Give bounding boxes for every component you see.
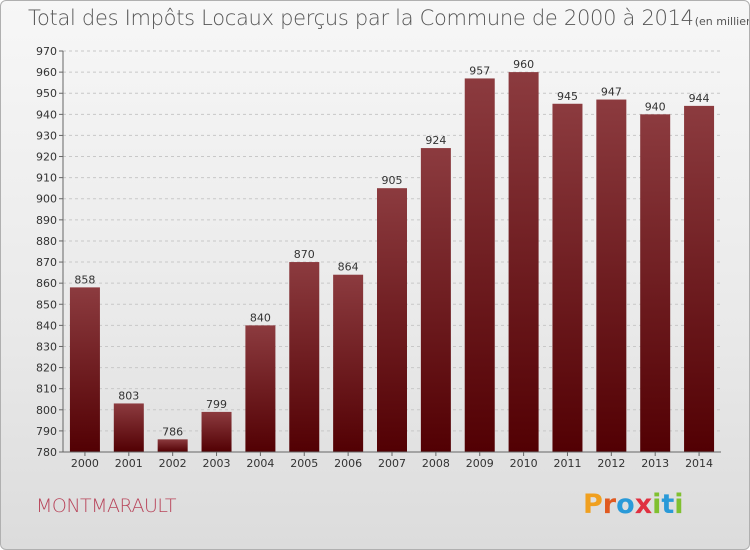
y-tick-label: 950 (36, 87, 57, 100)
y-tick-label: 790 (36, 425, 57, 438)
x-tick-label: 2009 (466, 457, 494, 470)
chart-title-text: Total des Impôts Locaux perçus par la Co… (28, 6, 694, 30)
logo-letter: i (652, 489, 662, 520)
x-tick-label: 2008 (422, 457, 450, 470)
y-tick-label: 850 (36, 298, 57, 311)
y-tick-label: 960 (36, 66, 57, 79)
bar (508, 72, 539, 453)
data-label: 957 (469, 64, 490, 77)
bar (157, 439, 188, 452)
bar (464, 78, 495, 453)
bars (69, 72, 715, 453)
y-tick-label: 970 (36, 45, 57, 58)
data-label: 945 (557, 90, 578, 103)
x-tick-label: 2014 (685, 457, 713, 470)
x-tick-label: 2000 (71, 457, 99, 470)
data-label: 960 (513, 58, 534, 71)
bar (333, 274, 364, 452)
data-label: 786 (162, 425, 183, 438)
y-tick-label: 810 (36, 383, 57, 396)
y-tick-label: 800 (36, 404, 57, 417)
bar (640, 114, 671, 452)
data-label: 803 (118, 389, 139, 402)
x-tick-label: 2011 (553, 457, 581, 470)
data-label: 864 (338, 261, 359, 274)
data-label: 924 (425, 134, 446, 147)
x-tick-label: 2001 (115, 457, 143, 470)
data-label: 940 (645, 100, 666, 113)
bar (245, 325, 276, 452)
y-tick-label: 860 (36, 277, 57, 290)
x-tick-label: 2005 (290, 457, 318, 470)
logo-letter: r (602, 489, 617, 520)
y-tick-label: 910 (36, 172, 57, 185)
bar (69, 287, 100, 452)
chart-title: Total des Impôts Locaux perçus par la Co… (28, 6, 749, 30)
data-labels: 858 803 786 799 840 870 864 905 924 957 960 945 947 9… (74, 58, 709, 438)
data-label: 947 (601, 86, 622, 99)
y-tick-label: 830 (36, 340, 57, 353)
bar (289, 262, 320, 452)
data-label: 858 (74, 273, 95, 286)
bar (201, 411, 232, 452)
y-tick-label: 930 (36, 129, 57, 142)
x-tick-label: 2006 (334, 457, 362, 470)
y-tick-label: 920 (36, 151, 57, 164)
bar (377, 188, 407, 452)
x-tick-label: 2002 (159, 457, 187, 470)
data-label: 840 (250, 311, 271, 324)
y-tick-label: 940 (36, 108, 57, 121)
logo-letter: o (616, 489, 635, 520)
y-tick-label: 840 (36, 319, 57, 332)
data-label: 870 (294, 248, 315, 261)
y-tick-label: 890 (36, 214, 57, 227)
y-tick-label: 820 (36, 362, 57, 375)
y-tick-label: 870 (36, 256, 57, 269)
logo-letter: x (634, 489, 653, 520)
commune-name: MONTMARAULT (36, 495, 176, 517)
y-tick-label: 880 (36, 235, 57, 248)
x-tick-label: 2010 (510, 457, 538, 470)
data-label: 905 (382, 174, 403, 187)
x-tick-label: 2013 (641, 457, 669, 470)
x-tick-label: 2012 (597, 457, 625, 470)
bar (596, 99, 627, 452)
proxiti-logo: Proxiti (583, 489, 684, 520)
bar (420, 148, 451, 452)
logo-letter: i (674, 489, 684, 520)
axes: 780 790 800 810 820 830 840 850 860 870 880 890 900 9… (36, 45, 721, 470)
x-tick-label: 2004 (246, 457, 274, 470)
x-tick-label: 2007 (378, 457, 406, 470)
chart-unit-note: (en milliers d'€) (694, 15, 749, 28)
logo-letter: P (583, 489, 603, 520)
data-label: 944 (689, 92, 710, 105)
y-tick-label: 780 (36, 446, 57, 459)
bar (552, 103, 583, 453)
bar (684, 105, 715, 452)
bar (113, 403, 144, 452)
y-tick-label: 900 (36, 193, 57, 206)
logo-letter: t (661, 489, 675, 520)
x-tick-label: 2003 (203, 457, 231, 470)
data-label: 799 (206, 398, 227, 411)
